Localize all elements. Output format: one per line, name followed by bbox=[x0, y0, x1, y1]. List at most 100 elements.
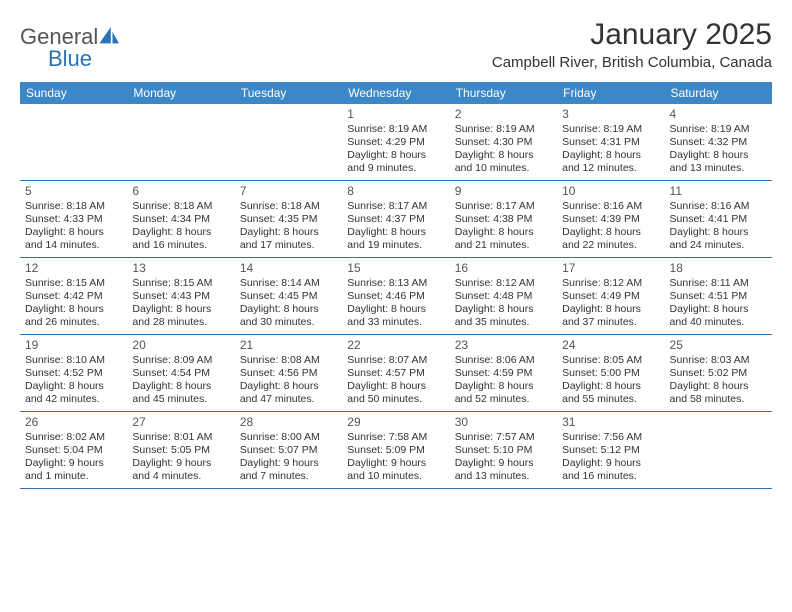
sunrise-line: Sunrise: 8:01 AM bbox=[132, 431, 229, 444]
daylight-line-2: and 33 minutes. bbox=[347, 316, 444, 329]
calendar-day: 13Sunrise: 8:15 AMSunset: 4:43 PMDayligh… bbox=[127, 258, 234, 334]
daylight-line-2: and 40 minutes. bbox=[670, 316, 767, 329]
sunrise-line: Sunrise: 8:18 AM bbox=[240, 200, 337, 213]
calendar-day: 29Sunrise: 7:58 AMSunset: 5:09 PMDayligh… bbox=[342, 412, 449, 488]
daylight-line-1: Daylight: 8 hours bbox=[25, 303, 122, 316]
calendar-day: 1Sunrise: 8:19 AMSunset: 4:29 PMDaylight… bbox=[342, 104, 449, 180]
day-number: 13 bbox=[132, 261, 229, 276]
day-number: 17 bbox=[562, 261, 659, 276]
sunset-line: Sunset: 5:09 PM bbox=[347, 444, 444, 457]
daylight-line-1: Daylight: 8 hours bbox=[347, 226, 444, 239]
daylight-line-2: and 52 minutes. bbox=[455, 393, 552, 406]
sunset-line: Sunset: 5:05 PM bbox=[132, 444, 229, 457]
sunrise-line: Sunrise: 8:19 AM bbox=[347, 123, 444, 136]
daylight-line-2: and 13 minutes. bbox=[670, 162, 767, 175]
daylight-line-2: and 10 minutes. bbox=[347, 470, 444, 483]
sunset-line: Sunset: 4:43 PM bbox=[132, 290, 229, 303]
sunset-line: Sunset: 5:12 PM bbox=[562, 444, 659, 457]
sunrise-line: Sunrise: 8:17 AM bbox=[455, 200, 552, 213]
calendar-week: 26Sunrise: 8:02 AMSunset: 5:04 PMDayligh… bbox=[20, 412, 772, 489]
calendar-week: 19Sunrise: 8:10 AMSunset: 4:52 PMDayligh… bbox=[20, 335, 772, 412]
dayname: Friday bbox=[557, 82, 664, 104]
dayname: Thursday bbox=[450, 82, 557, 104]
page-title: January 2025 bbox=[492, 18, 772, 52]
sunrise-line: Sunrise: 7:56 AM bbox=[562, 431, 659, 444]
day-number: 10 bbox=[562, 184, 659, 199]
sunset-line: Sunset: 4:59 PM bbox=[455, 367, 552, 380]
daylight-line-1: Daylight: 8 hours bbox=[562, 380, 659, 393]
daylight-line-1: Daylight: 8 hours bbox=[132, 226, 229, 239]
sunrise-line: Sunrise: 8:16 AM bbox=[670, 200, 767, 213]
sunset-line: Sunset: 4:56 PM bbox=[240, 367, 337, 380]
daylight-line-1: Daylight: 9 hours bbox=[562, 457, 659, 470]
sunset-line: Sunset: 4:57 PM bbox=[347, 367, 444, 380]
daylight-line-2: and 35 minutes. bbox=[455, 316, 552, 329]
daylight-line-1: Daylight: 8 hours bbox=[455, 149, 552, 162]
day-number: 18 bbox=[670, 261, 767, 276]
sunset-line: Sunset: 4:34 PM bbox=[132, 213, 229, 226]
sunset-line: Sunset: 4:32 PM bbox=[670, 136, 767, 149]
daylight-line-1: Daylight: 8 hours bbox=[240, 226, 337, 239]
calendar-day bbox=[235, 104, 342, 180]
day-number: 20 bbox=[132, 338, 229, 353]
calendar-week: 1Sunrise: 8:19 AMSunset: 4:29 PMDaylight… bbox=[20, 104, 772, 181]
daylight-line-1: Daylight: 9 hours bbox=[25, 457, 122, 470]
day-number: 16 bbox=[455, 261, 552, 276]
daylight-line-1: Daylight: 8 hours bbox=[670, 149, 767, 162]
daylight-line-1: Daylight: 8 hours bbox=[455, 380, 552, 393]
daylight-line-1: Daylight: 8 hours bbox=[132, 303, 229, 316]
calendar-day: 31Sunrise: 7:56 AMSunset: 5:12 PMDayligh… bbox=[557, 412, 664, 488]
sunrise-line: Sunrise: 8:15 AM bbox=[25, 277, 122, 290]
day-number: 2 bbox=[455, 107, 552, 122]
sunset-line: Sunset: 4:51 PM bbox=[670, 290, 767, 303]
day-number: 24 bbox=[562, 338, 659, 353]
calendar-day: 18Sunrise: 8:11 AMSunset: 4:51 PMDayligh… bbox=[665, 258, 772, 334]
sunrise-line: Sunrise: 8:17 AM bbox=[347, 200, 444, 213]
daylight-line-1: Daylight: 8 hours bbox=[670, 226, 767, 239]
daylight-line-2: and 58 minutes. bbox=[670, 393, 767, 406]
calendar-day: 30Sunrise: 7:57 AMSunset: 5:10 PMDayligh… bbox=[450, 412, 557, 488]
dayname-row: SundayMondayTuesdayWednesdayThursdayFrid… bbox=[20, 82, 772, 104]
calendar-day: 22Sunrise: 8:07 AMSunset: 4:57 PMDayligh… bbox=[342, 335, 449, 411]
daylight-line-2: and 30 minutes. bbox=[240, 316, 337, 329]
calendar-week: 5Sunrise: 8:18 AMSunset: 4:33 PMDaylight… bbox=[20, 181, 772, 258]
day-number: 23 bbox=[455, 338, 552, 353]
sunset-line: Sunset: 4:29 PM bbox=[347, 136, 444, 149]
dayname: Sunday bbox=[20, 82, 127, 104]
sunrise-line: Sunrise: 8:12 AM bbox=[562, 277, 659, 290]
sunrise-line: Sunrise: 8:18 AM bbox=[132, 200, 229, 213]
daylight-line-2: and 14 minutes. bbox=[25, 239, 122, 252]
daylight-line-2: and 12 minutes. bbox=[562, 162, 659, 175]
sunrise-line: Sunrise: 8:18 AM bbox=[25, 200, 122, 213]
sunset-line: Sunset: 5:02 PM bbox=[670, 367, 767, 380]
sunrise-line: Sunrise: 8:12 AM bbox=[455, 277, 552, 290]
header: GeneralBlue January 2025 Campbell River,… bbox=[20, 18, 772, 72]
sunset-line: Sunset: 4:35 PM bbox=[240, 213, 337, 226]
day-number: 6 bbox=[132, 184, 229, 199]
calendar-day: 16Sunrise: 8:12 AMSunset: 4:48 PMDayligh… bbox=[450, 258, 557, 334]
sunset-line: Sunset: 4:49 PM bbox=[562, 290, 659, 303]
sunset-line: Sunset: 4:41 PM bbox=[670, 213, 767, 226]
daylight-line-2: and 24 minutes. bbox=[670, 239, 767, 252]
daylight-line-2: and 13 minutes. bbox=[455, 470, 552, 483]
day-number: 28 bbox=[240, 415, 337, 430]
day-number: 22 bbox=[347, 338, 444, 353]
daylight-line-2: and 37 minutes. bbox=[562, 316, 659, 329]
calendar-day: 2Sunrise: 8:19 AMSunset: 4:30 PMDaylight… bbox=[450, 104, 557, 180]
sunset-line: Sunset: 4:39 PM bbox=[562, 213, 659, 226]
day-number: 7 bbox=[240, 184, 337, 199]
daylight-line-2: and 16 minutes. bbox=[562, 470, 659, 483]
day-number: 19 bbox=[25, 338, 122, 353]
daylight-line-1: Daylight: 9 hours bbox=[347, 457, 444, 470]
sunset-line: Sunset: 4:45 PM bbox=[240, 290, 337, 303]
day-number: 31 bbox=[562, 415, 659, 430]
sunrise-line: Sunrise: 7:58 AM bbox=[347, 431, 444, 444]
day-number: 8 bbox=[347, 184, 444, 199]
calendar-day bbox=[20, 104, 127, 180]
daylight-line-1: Daylight: 8 hours bbox=[670, 303, 767, 316]
sunset-line: Sunset: 4:46 PM bbox=[347, 290, 444, 303]
sunrise-line: Sunrise: 8:11 AM bbox=[670, 277, 767, 290]
daylight-line-2: and 19 minutes. bbox=[347, 239, 444, 252]
calendar-day: 8Sunrise: 8:17 AMSunset: 4:37 PMDaylight… bbox=[342, 181, 449, 257]
calendar-day: 14Sunrise: 8:14 AMSunset: 4:45 PMDayligh… bbox=[235, 258, 342, 334]
